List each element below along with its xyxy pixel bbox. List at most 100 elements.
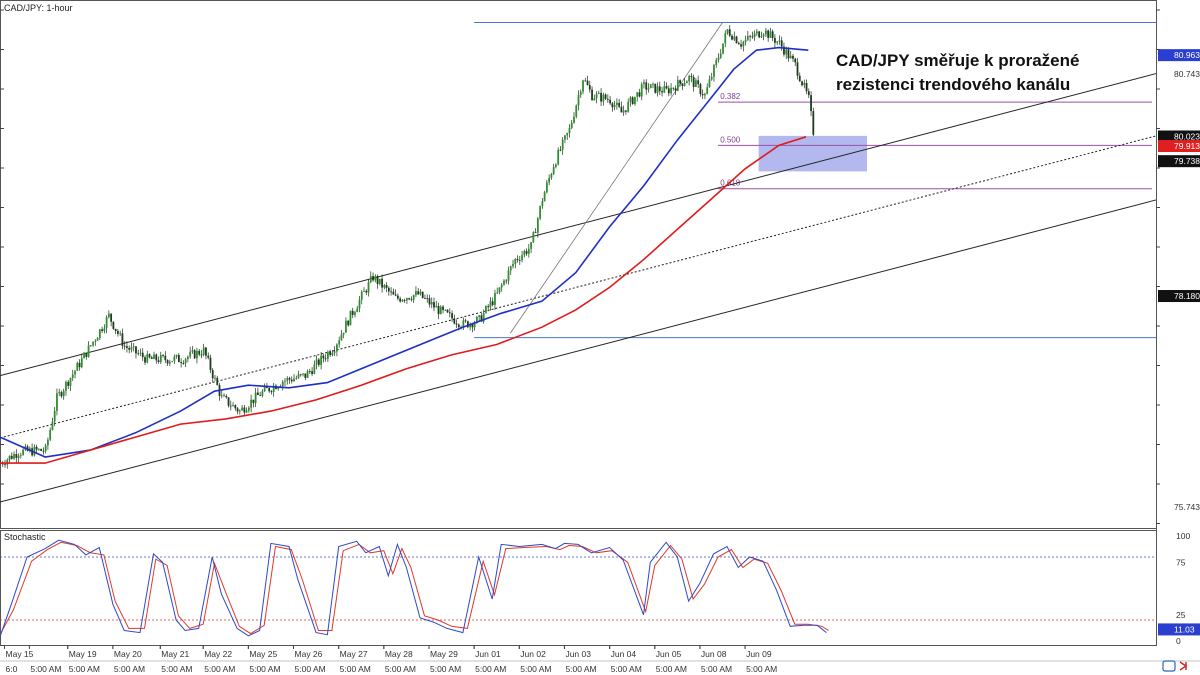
candles-layer <box>0 24 815 469</box>
time-axis-label: 5:00 AM <box>340 664 371 674</box>
candle-body <box>746 35 749 40</box>
candle-body <box>509 266 512 271</box>
candle-body <box>634 96 636 104</box>
candle-body <box>433 302 435 308</box>
candle-body <box>166 360 169 364</box>
candle-body <box>415 291 417 296</box>
candle-body <box>360 291 363 300</box>
candle-body <box>564 135 566 140</box>
candle-body <box>731 35 733 40</box>
candle-body <box>71 374 74 379</box>
candle-body <box>751 36 754 38</box>
candle-body <box>676 80 679 91</box>
candle-body <box>177 355 180 363</box>
candle-body <box>611 103 614 108</box>
candle-body <box>13 454 15 459</box>
stochastic-d-line <box>0 541 829 635</box>
link-icon[interactable] <box>1162 660 1176 672</box>
time-axis-label: Jun 05 <box>656 649 682 659</box>
candle-body <box>545 182 548 193</box>
candle-body <box>783 46 785 55</box>
candle-body <box>740 44 742 47</box>
candle-body <box>96 338 99 341</box>
candle-body <box>661 91 663 93</box>
candle-body <box>53 410 56 422</box>
candle-body <box>214 377 216 379</box>
candle-body <box>663 86 666 93</box>
price-tag-box <box>1158 130 1200 143</box>
candle-body <box>796 62 799 76</box>
candle-body <box>514 258 517 264</box>
candle-body <box>65 381 67 391</box>
candle-body <box>613 104 616 108</box>
candle-body <box>665 86 668 89</box>
candle-body <box>649 84 652 89</box>
candle-body <box>87 345 90 357</box>
candle-body <box>586 80 589 86</box>
candle-body <box>579 91 582 96</box>
bottom-icons[interactable] <box>1162 660 1188 672</box>
candle-body <box>369 276 372 283</box>
candle-body <box>263 386 266 392</box>
stochastic-k-line <box>0 539 827 637</box>
candle-body <box>304 373 307 378</box>
candle-body <box>625 110 627 112</box>
candle-body <box>302 373 304 375</box>
candle-body <box>189 351 192 357</box>
main-panel <box>0 0 1157 529</box>
candle-body <box>595 93 598 99</box>
candle-body <box>180 362 183 364</box>
candle-body <box>753 33 756 38</box>
candle-body <box>74 370 76 375</box>
candle-body <box>704 93 706 96</box>
candle-body <box>33 446 36 456</box>
channel-lower-line <box>0 199 1157 503</box>
candle-body <box>527 248 530 254</box>
time-axis-label: Jun 04 <box>611 649 637 659</box>
candle-body <box>35 446 38 450</box>
candle-body <box>105 317 108 329</box>
candle-body <box>132 346 135 348</box>
candle-body <box>266 386 268 389</box>
candle-body <box>792 55 794 59</box>
candle-body <box>351 310 354 315</box>
candle-body <box>412 295 415 300</box>
time-axis-label: 5:00 AM <box>430 664 461 674</box>
candle-body <box>656 86 659 93</box>
candle-body <box>627 101 630 112</box>
candle-body <box>128 347 131 350</box>
time-axis-label: 5:00 AM <box>249 664 280 674</box>
candle-body <box>10 455 13 459</box>
time-axis-label: May 29 <box>430 649 458 659</box>
candle-body <box>600 92 602 102</box>
candle-body <box>798 75 801 82</box>
candle-body <box>485 306 487 313</box>
candle-body <box>313 364 316 374</box>
time-axis-label: 5:00 AM <box>611 664 642 674</box>
candle-body <box>742 41 745 47</box>
candle-body <box>378 278 381 284</box>
candle-body <box>209 357 212 371</box>
candle-body <box>401 299 404 302</box>
candle-body <box>135 346 137 354</box>
scroll-right-icon[interactable] <box>1179 661 1188 671</box>
candle-body <box>719 53 722 58</box>
time-axis-label: May 21 <box>161 649 189 659</box>
candle-body <box>455 323 458 325</box>
candle-body <box>234 405 237 409</box>
candle-body <box>342 332 345 335</box>
candle-body <box>58 392 61 394</box>
candle-body <box>311 371 313 374</box>
candle-body <box>591 89 593 101</box>
candle-body <box>171 360 173 362</box>
candle-body <box>76 362 79 371</box>
time-axis-label: Jun 03 <box>565 649 591 659</box>
candle-body <box>363 290 365 292</box>
price-tag-box <box>1158 140 1200 153</box>
candle-body <box>652 83 654 85</box>
price-tag-box <box>1158 155 1200 168</box>
candle-body <box>216 377 219 386</box>
candle-body <box>674 88 677 91</box>
candle-body <box>205 347 207 356</box>
